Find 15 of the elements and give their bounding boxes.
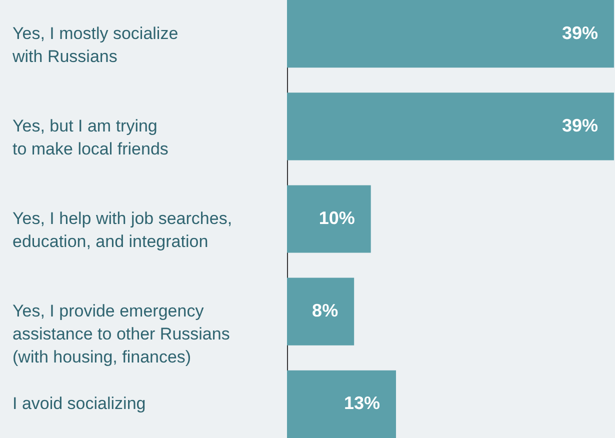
- bar: [287, 278, 354, 346]
- bar: [287, 0, 614, 68]
- y-tick-label: Yes, I help with job searches, education, and integration: [12, 209, 232, 251]
- bar: [287, 370, 396, 438]
- data-label: 10%: [318, 208, 355, 228]
- y-tick-label: I avoid socializing: [12, 394, 146, 414]
- bar: [287, 185, 371, 253]
- bar: [287, 92, 614, 160]
- data-label: 13%: [344, 393, 380, 414]
- data-label: 39%: [562, 22, 598, 43]
- y-tick-label: Yes, I provide emergency assistance to other Russians (with housing, finances): [12, 302, 230, 367]
- y-tick-label: Yes, but I am trying to make local friends: [12, 116, 168, 158]
- data-label: 8%: [312, 300, 338, 321]
- y-tick-label: Yes, I mostly socialize with Russians: [12, 24, 178, 66]
- data-label: 39%: [562, 115, 598, 136]
